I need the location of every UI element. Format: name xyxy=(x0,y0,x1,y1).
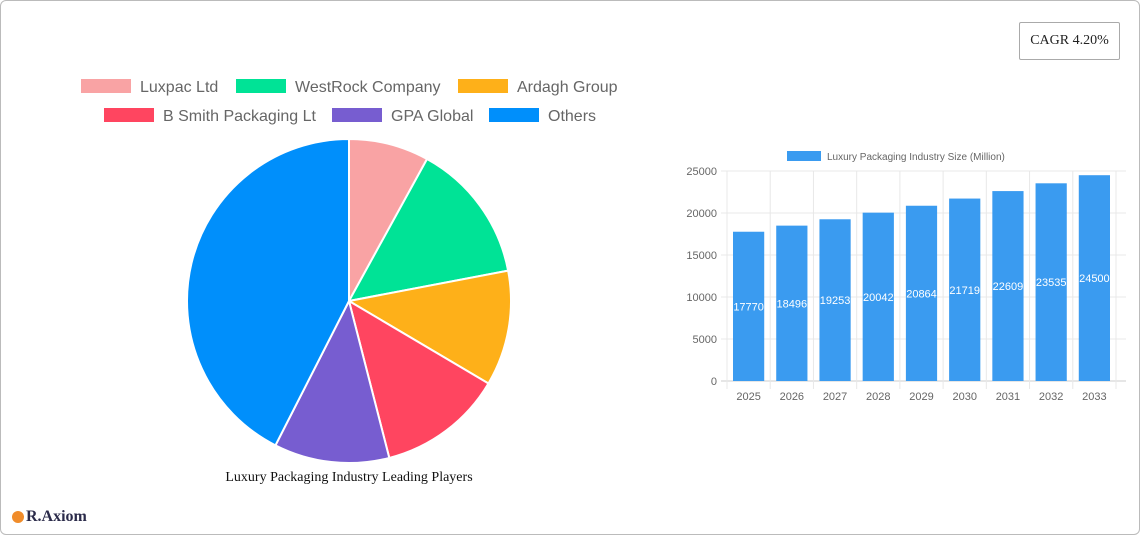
legend-swatch xyxy=(236,79,286,93)
x-tick-label: 2025 xyxy=(736,391,760,403)
bar-2029[interactable] xyxy=(905,205,938,381)
bar-2030[interactable] xyxy=(949,198,981,381)
bar-value-label: 24500 xyxy=(1079,273,1110,285)
logo-text: R.Axiom xyxy=(26,508,87,525)
bar-2025[interactable] xyxy=(733,231,765,381)
y-tick-label: 10000 xyxy=(686,292,717,304)
legend-label[interactable]: B Smith Packaging Lt xyxy=(163,108,317,125)
logo: R.Axiom xyxy=(12,508,87,526)
pie-slice-5[interactable] xyxy=(186,137,350,447)
x-tick-label: 2033 xyxy=(1082,391,1106,403)
legend-swatch xyxy=(489,108,539,122)
legend-swatch xyxy=(458,79,508,93)
bar-value-label: 17770 xyxy=(733,301,764,313)
bar-value-label: 20042 xyxy=(863,292,894,304)
cagr-badge: CAGR 4.20% xyxy=(1019,22,1120,60)
bar-value-label: 21719 xyxy=(949,285,980,297)
pie-slice-3[interactable] xyxy=(347,298,490,460)
bar-2031[interactable] xyxy=(992,191,1024,381)
bar-2026[interactable] xyxy=(776,225,808,381)
x-tick-label: 2028 xyxy=(866,391,890,403)
y-tick-label: 25000 xyxy=(686,166,717,178)
bar-2027[interactable] xyxy=(819,219,851,381)
bar-legend-label[interactable]: Luxury Packaging Industry Size (Million) xyxy=(827,152,1005,163)
x-tick-label: 2029 xyxy=(909,391,933,403)
x-tick-label: 2032 xyxy=(1039,391,1063,403)
bar-2028[interactable] xyxy=(862,212,894,381)
y-tick-label: 0 xyxy=(711,376,717,388)
pie-slice-1[interactable] xyxy=(347,157,510,303)
legend-label[interactable]: Luxpac Ltd xyxy=(140,79,218,96)
x-tick-label: 2031 xyxy=(996,391,1020,403)
legend-swatch xyxy=(332,108,382,122)
legend-label[interactable]: Others xyxy=(548,108,596,125)
legend-swatch xyxy=(81,79,131,93)
bar-value-label: 23535 xyxy=(1036,277,1067,289)
legend-label[interactable]: GPA Global xyxy=(391,108,473,125)
legend-swatch xyxy=(104,108,154,122)
pie-title: Luxury Packaging Industry Leading Player… xyxy=(225,470,472,485)
x-tick-label: 2027 xyxy=(823,391,847,403)
legend-label[interactable]: Ardagh Group xyxy=(517,79,618,96)
pie-chart: Luxpac Ltd WestRock Company Ardagh Group B … xyxy=(81,79,618,485)
bar-2033[interactable] xyxy=(1078,175,1110,381)
bar-2032[interactable] xyxy=(1035,183,1067,381)
y-tick-label: 5000 xyxy=(693,334,717,346)
x-tick-label: 2030 xyxy=(952,391,976,403)
bar-chart: Luxury Packaging Industry Size (Million)… xyxy=(686,151,1126,403)
bar-value-label: 20864 xyxy=(906,288,937,300)
x-tick-label: 2026 xyxy=(780,391,804,403)
bar-value-label: 22609 xyxy=(993,281,1024,293)
y-tick-label: 15000 xyxy=(686,250,717,262)
y-tick-label: 20000 xyxy=(686,208,717,220)
logo-icon xyxy=(12,511,24,523)
legend-label[interactable]: WestRock Company xyxy=(295,79,441,96)
pie-slice-2[interactable] xyxy=(346,269,512,385)
bar-value-label: 19253 xyxy=(820,295,851,307)
pie-slice-4[interactable] xyxy=(274,298,391,464)
bar-value-label: 18496 xyxy=(777,298,808,310)
bar-legend-swatch xyxy=(787,151,821,161)
